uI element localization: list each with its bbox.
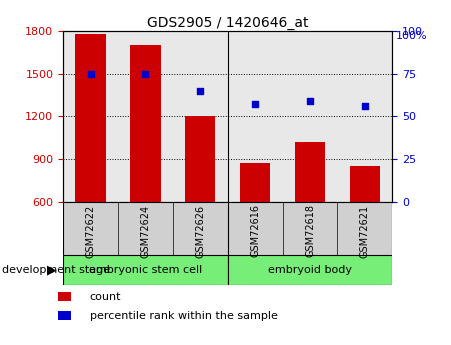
Text: development stage: development stage bbox=[2, 265, 110, 275]
Bar bbox=[75, 34, 106, 202]
Text: embryonic stem cell: embryonic stem cell bbox=[89, 265, 202, 275]
Bar bbox=[63, 202, 392, 255]
Point bbox=[307, 98, 314, 104]
Text: GSM72622: GSM72622 bbox=[86, 205, 96, 258]
Text: GSM72618: GSM72618 bbox=[305, 205, 315, 257]
Bar bbox=[63, 255, 228, 285]
Point bbox=[252, 102, 259, 107]
Bar bbox=[130, 45, 161, 202]
Text: ▶: ▶ bbox=[47, 264, 57, 276]
Text: embryoid body: embryoid body bbox=[268, 265, 352, 275]
Bar bbox=[240, 164, 270, 202]
Text: percentile rank within the sample: percentile rank within the sample bbox=[90, 311, 278, 321]
Text: GSM72616: GSM72616 bbox=[250, 205, 260, 257]
Point bbox=[87, 71, 94, 77]
Text: GSM72624: GSM72624 bbox=[140, 205, 151, 258]
Bar bbox=[295, 142, 325, 202]
Bar bbox=[58, 292, 71, 302]
Point bbox=[142, 71, 149, 77]
Bar bbox=[228, 255, 392, 285]
Text: 100%: 100% bbox=[396, 31, 427, 41]
Bar bbox=[185, 117, 216, 202]
Text: GSM72626: GSM72626 bbox=[195, 205, 205, 258]
Point bbox=[361, 104, 368, 109]
Bar bbox=[350, 166, 380, 202]
Text: count: count bbox=[90, 293, 121, 303]
Text: GSM72621: GSM72621 bbox=[360, 205, 370, 258]
Point bbox=[197, 88, 204, 93]
Bar bbox=[58, 310, 71, 320]
Title: GDS2905 / 1420646_at: GDS2905 / 1420646_at bbox=[147, 16, 308, 30]
